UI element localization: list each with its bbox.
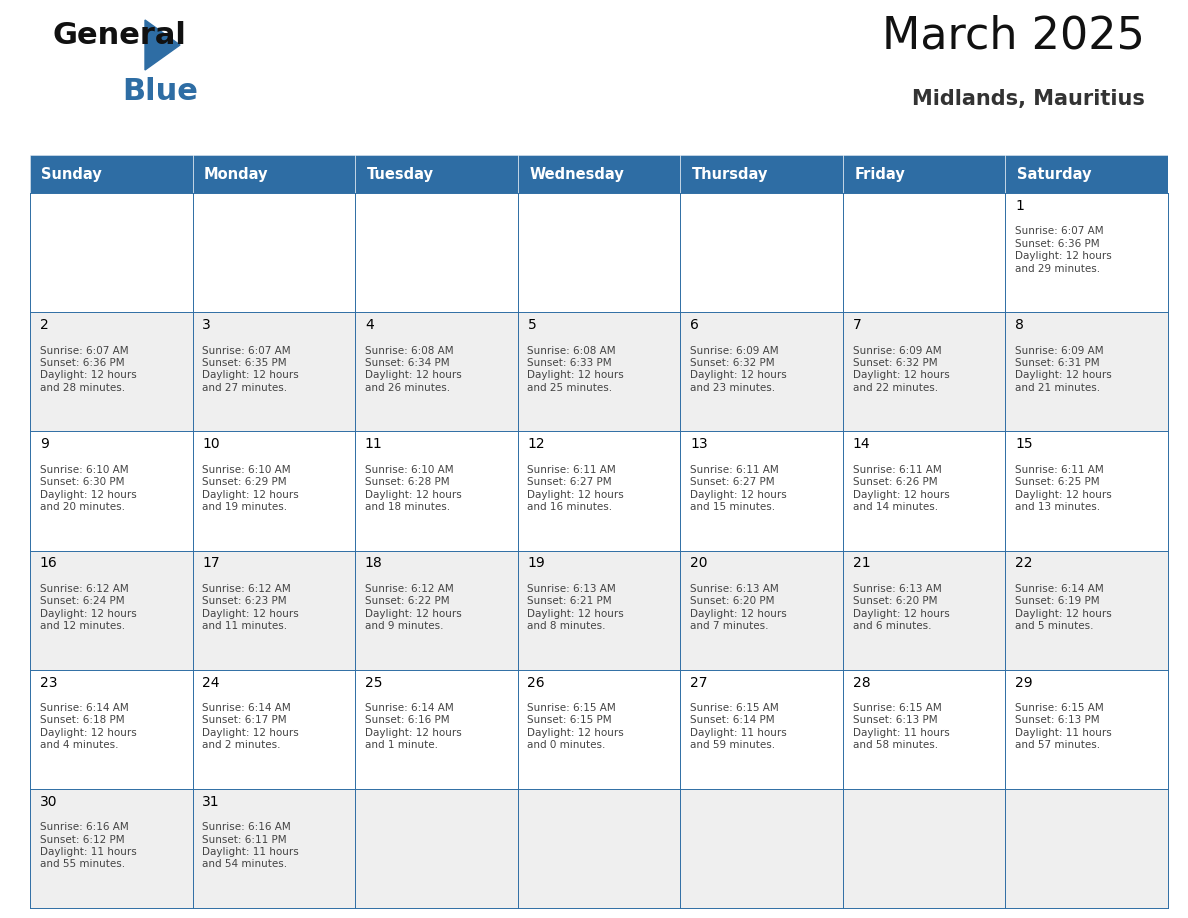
Text: 6: 6 <box>690 319 699 332</box>
Text: Sunrise: 6:14 AM
Sunset: 6:17 PM
Daylight: 12 hours
and 2 minutes.: Sunrise: 6:14 AM Sunset: 6:17 PM Dayligh… <box>202 703 299 750</box>
Text: 28: 28 <box>853 676 871 689</box>
Text: 8: 8 <box>1016 319 1024 332</box>
Text: Saturday: Saturday <box>1017 166 1092 182</box>
Text: Sunrise: 6:09 AM
Sunset: 6:32 PM
Daylight: 12 hours
and 22 minutes.: Sunrise: 6:09 AM Sunset: 6:32 PM Dayligh… <box>853 345 949 393</box>
Text: 3: 3 <box>202 319 211 332</box>
Text: Tuesday: Tuesday <box>367 166 434 182</box>
Text: 1: 1 <box>1016 199 1024 213</box>
Text: 4: 4 <box>365 319 374 332</box>
Text: Friday: Friday <box>854 166 905 182</box>
Text: Sunrise: 6:12 AM
Sunset: 6:22 PM
Daylight: 12 hours
and 9 minutes.: Sunrise: 6:12 AM Sunset: 6:22 PM Dayligh… <box>365 584 462 631</box>
Text: Sunrise: 6:08 AM
Sunset: 6:34 PM
Daylight: 12 hours
and 26 minutes.: Sunrise: 6:08 AM Sunset: 6:34 PM Dayligh… <box>365 345 462 393</box>
Polygon shape <box>145 20 181 70</box>
Text: 31: 31 <box>202 795 220 809</box>
Text: 18: 18 <box>365 556 383 570</box>
Text: Monday: Monday <box>204 166 268 182</box>
Text: Wednesday: Wednesday <box>529 166 624 182</box>
Text: Sunrise: 6:09 AM
Sunset: 6:31 PM
Daylight: 12 hours
and 21 minutes.: Sunrise: 6:09 AM Sunset: 6:31 PM Dayligh… <box>1016 345 1112 393</box>
Text: Sunrise: 6:10 AM
Sunset: 6:30 PM
Daylight: 12 hours
and 20 minutes.: Sunrise: 6:10 AM Sunset: 6:30 PM Dayligh… <box>39 465 137 512</box>
Text: 12: 12 <box>527 437 545 452</box>
Text: Sunrise: 6:11 AM
Sunset: 6:26 PM
Daylight: 12 hours
and 14 minutes.: Sunrise: 6:11 AM Sunset: 6:26 PM Dayligh… <box>853 465 949 512</box>
Text: 30: 30 <box>39 795 57 809</box>
Text: 21: 21 <box>853 556 871 570</box>
Text: General: General <box>52 21 185 50</box>
Text: Sunrise: 6:15 AM
Sunset: 6:14 PM
Daylight: 11 hours
and 59 minutes.: Sunrise: 6:15 AM Sunset: 6:14 PM Dayligh… <box>690 703 786 750</box>
Text: Sunrise: 6:10 AM
Sunset: 6:28 PM
Daylight: 12 hours
and 18 minutes.: Sunrise: 6:10 AM Sunset: 6:28 PM Dayligh… <box>365 465 462 512</box>
Text: 7: 7 <box>853 319 861 332</box>
Text: 29: 29 <box>1016 676 1032 689</box>
Text: Midlands, Mauritius: Midlands, Mauritius <box>912 89 1145 109</box>
Text: 26: 26 <box>527 676 545 689</box>
Text: Sunrise: 6:07 AM
Sunset: 6:36 PM
Daylight: 12 hours
and 29 minutes.: Sunrise: 6:07 AM Sunset: 6:36 PM Dayligh… <box>1016 227 1112 274</box>
Text: Sunrise: 6:07 AM
Sunset: 6:35 PM
Daylight: 12 hours
and 27 minutes.: Sunrise: 6:07 AM Sunset: 6:35 PM Dayligh… <box>202 345 299 393</box>
Text: Sunrise: 6:08 AM
Sunset: 6:33 PM
Daylight: 12 hours
and 25 minutes.: Sunrise: 6:08 AM Sunset: 6:33 PM Dayligh… <box>527 345 624 393</box>
Text: Sunrise: 6:14 AM
Sunset: 6:19 PM
Daylight: 12 hours
and 5 minutes.: Sunrise: 6:14 AM Sunset: 6:19 PM Dayligh… <box>1016 584 1112 631</box>
Text: 11: 11 <box>365 437 383 452</box>
Text: 13: 13 <box>690 437 708 452</box>
Text: Sunrise: 6:07 AM
Sunset: 6:36 PM
Daylight: 12 hours
and 28 minutes.: Sunrise: 6:07 AM Sunset: 6:36 PM Dayligh… <box>39 345 137 393</box>
Text: Sunrise: 6:12 AM
Sunset: 6:23 PM
Daylight: 12 hours
and 11 minutes.: Sunrise: 6:12 AM Sunset: 6:23 PM Dayligh… <box>202 584 299 631</box>
Text: 15: 15 <box>1016 437 1032 452</box>
Text: Sunrise: 6:12 AM
Sunset: 6:24 PM
Daylight: 12 hours
and 12 minutes.: Sunrise: 6:12 AM Sunset: 6:24 PM Dayligh… <box>39 584 137 631</box>
Text: Thursday: Thursday <box>691 166 767 182</box>
Text: 9: 9 <box>39 437 49 452</box>
Text: 10: 10 <box>202 437 220 452</box>
Text: 24: 24 <box>202 676 220 689</box>
Text: Sunrise: 6:11 AM
Sunset: 6:27 PM
Daylight: 12 hours
and 15 minutes.: Sunrise: 6:11 AM Sunset: 6:27 PM Dayligh… <box>690 465 786 512</box>
Text: Sunrise: 6:15 AM
Sunset: 6:13 PM
Daylight: 11 hours
and 57 minutes.: Sunrise: 6:15 AM Sunset: 6:13 PM Dayligh… <box>1016 703 1112 750</box>
Text: 16: 16 <box>39 556 57 570</box>
Text: Sunrise: 6:13 AM
Sunset: 6:20 PM
Daylight: 12 hours
and 7 minutes.: Sunrise: 6:13 AM Sunset: 6:20 PM Dayligh… <box>690 584 786 631</box>
Text: Sunrise: 6:09 AM
Sunset: 6:32 PM
Daylight: 12 hours
and 23 minutes.: Sunrise: 6:09 AM Sunset: 6:32 PM Dayligh… <box>690 345 786 393</box>
Text: Sunrise: 6:14 AM
Sunset: 6:16 PM
Daylight: 12 hours
and 1 minute.: Sunrise: 6:14 AM Sunset: 6:16 PM Dayligh… <box>365 703 462 750</box>
Text: Blue: Blue <box>122 77 198 106</box>
Text: Sunrise: 6:15 AM
Sunset: 6:13 PM
Daylight: 11 hours
and 58 minutes.: Sunrise: 6:15 AM Sunset: 6:13 PM Dayligh… <box>853 703 949 750</box>
Text: Sunrise: 6:16 AM
Sunset: 6:11 PM
Daylight: 11 hours
and 54 minutes.: Sunrise: 6:16 AM Sunset: 6:11 PM Dayligh… <box>202 823 299 869</box>
Text: Sunrise: 6:14 AM
Sunset: 6:18 PM
Daylight: 12 hours
and 4 minutes.: Sunrise: 6:14 AM Sunset: 6:18 PM Dayligh… <box>39 703 137 750</box>
Text: 2: 2 <box>39 319 49 332</box>
Text: Sunrise: 6:13 AM
Sunset: 6:21 PM
Daylight: 12 hours
and 8 minutes.: Sunrise: 6:13 AM Sunset: 6:21 PM Dayligh… <box>527 584 624 631</box>
Text: 17: 17 <box>202 556 220 570</box>
Text: Sunrise: 6:10 AM
Sunset: 6:29 PM
Daylight: 12 hours
and 19 minutes.: Sunrise: 6:10 AM Sunset: 6:29 PM Dayligh… <box>202 465 299 512</box>
Text: March 2025: March 2025 <box>883 15 1145 58</box>
Text: 27: 27 <box>690 676 708 689</box>
Text: 23: 23 <box>39 676 57 689</box>
Text: Sunrise: 6:11 AM
Sunset: 6:27 PM
Daylight: 12 hours
and 16 minutes.: Sunrise: 6:11 AM Sunset: 6:27 PM Dayligh… <box>527 465 624 512</box>
Text: Sunrise: 6:13 AM
Sunset: 6:20 PM
Daylight: 12 hours
and 6 minutes.: Sunrise: 6:13 AM Sunset: 6:20 PM Dayligh… <box>853 584 949 631</box>
Text: Sunrise: 6:16 AM
Sunset: 6:12 PM
Daylight: 11 hours
and 55 minutes.: Sunrise: 6:16 AM Sunset: 6:12 PM Dayligh… <box>39 823 137 869</box>
Text: Sunrise: 6:11 AM
Sunset: 6:25 PM
Daylight: 12 hours
and 13 minutes.: Sunrise: 6:11 AM Sunset: 6:25 PM Dayligh… <box>1016 465 1112 512</box>
Text: Sunday: Sunday <box>42 166 102 182</box>
Text: Sunrise: 6:15 AM
Sunset: 6:15 PM
Daylight: 12 hours
and 0 minutes.: Sunrise: 6:15 AM Sunset: 6:15 PM Dayligh… <box>527 703 624 750</box>
Text: 20: 20 <box>690 556 708 570</box>
Text: 5: 5 <box>527 319 536 332</box>
Text: 22: 22 <box>1016 556 1032 570</box>
Text: 14: 14 <box>853 437 871 452</box>
Text: 19: 19 <box>527 556 545 570</box>
Text: 25: 25 <box>365 676 383 689</box>
